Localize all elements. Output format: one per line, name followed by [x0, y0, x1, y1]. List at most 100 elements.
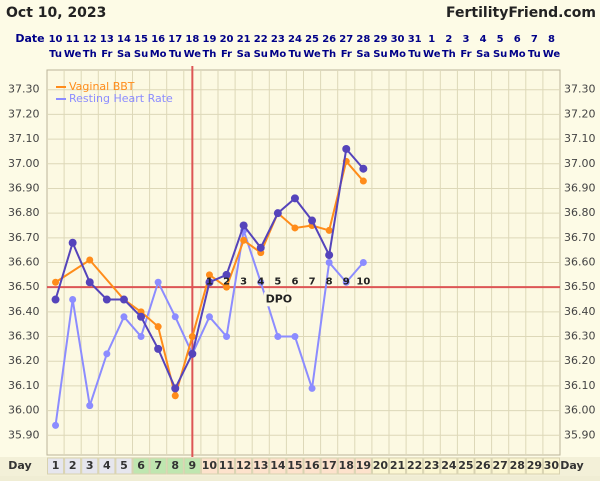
day-cell [491, 457, 509, 475]
day-number: 10 [202, 459, 218, 472]
y-tick-label-right: 36.20 [564, 354, 596, 367]
dpo-label-bg [263, 292, 294, 307]
dpo-number: 8 [326, 276, 333, 287]
day-number: 15 [287, 459, 302, 472]
day-number: 26 [475, 459, 491, 472]
day-number: 17 [321, 459, 336, 472]
date-label: 2 [445, 34, 452, 45]
day-number: 21 [390, 459, 405, 472]
day-number: 1 [52, 459, 60, 472]
data-point [69, 296, 77, 304]
day-cell [252, 457, 270, 475]
day-cell [354, 457, 372, 475]
date-label: 23 [271, 34, 285, 45]
weekday-label: Mo [150, 49, 167, 60]
weekday-label: Fr [460, 49, 471, 60]
data-point [223, 283, 231, 291]
day-cell [98, 457, 116, 475]
date-label: 17 [168, 34, 182, 45]
date-label: 12 [83, 34, 97, 45]
day-cell [47, 457, 65, 475]
data-point [308, 384, 316, 392]
y-tick-label-right: 37.30 [564, 83, 596, 96]
data-point [86, 256, 94, 264]
legend-label: Vaginal BBT [69, 80, 135, 93]
data-point [359, 177, 367, 185]
weekday-label: We [184, 49, 202, 60]
y-tick-label-right: 36.60 [564, 256, 596, 269]
data-point [342, 278, 350, 286]
day-cell [542, 457, 561, 475]
date-label: 18 [185, 34, 199, 45]
data-point [120, 313, 128, 321]
date-label: 8 [548, 34, 555, 45]
day-cell [337, 457, 355, 475]
day-number: 4 [103, 459, 111, 472]
day-cell [423, 457, 441, 475]
data-point [256, 243, 265, 252]
y-tick-label: 36.20 [8, 354, 40, 367]
y-tick-label: 36.80 [8, 206, 40, 219]
dpo-number: 1 [206, 276, 213, 287]
data-point [171, 384, 180, 393]
day-cell [235, 457, 253, 475]
data-point [85, 278, 94, 287]
data-point [290, 194, 299, 203]
site-name: FertilityFriend.com [446, 5, 596, 21]
weekday-label: Sa [117, 49, 131, 60]
day-cell [218, 457, 236, 475]
day-number: 24 [441, 459, 457, 472]
weekday-label: Th [442, 49, 456, 60]
weekday-label: We [543, 49, 561, 60]
weekday-label: Mo [269, 49, 286, 60]
y-tick-label: 36.50 [8, 280, 40, 293]
y-tick-label: 36.00 [8, 404, 40, 417]
day-number: 6 [137, 459, 145, 472]
day-number: 16 [304, 459, 320, 472]
weekday-label: Th [202, 49, 216, 60]
day-cell [303, 457, 321, 475]
dpo-number: 3 [240, 276, 247, 287]
dpo-number: 10 [356, 276, 370, 287]
day-number: 20 [373, 459, 389, 472]
y-tick-label-right: 37.20 [564, 107, 596, 120]
data-point [102, 295, 111, 304]
data-point [52, 421, 60, 429]
day-cell [200, 457, 218, 475]
day-number: 2 [69, 459, 77, 472]
y-tick-label: 35.90 [8, 428, 40, 441]
day-number: 23 [424, 459, 439, 472]
data-point [171, 392, 179, 400]
date-label: 1 [428, 34, 435, 45]
day-number: 9 [189, 459, 197, 472]
y-tick-label-right: 36.00 [564, 404, 596, 417]
day-number: 8 [171, 459, 179, 472]
date-label: Date [15, 32, 44, 45]
y-tick-label: 36.60 [8, 256, 40, 269]
date-label: 7 [531, 34, 538, 45]
date-label: 30 [391, 34, 405, 45]
y-tick-label: 36.30 [8, 330, 40, 343]
day-cell [64, 457, 82, 475]
dpo-number: 7 [309, 276, 316, 287]
date-label: 22 [254, 34, 268, 45]
date-label: 4 [480, 34, 487, 45]
date-label: 24 [288, 34, 302, 45]
day-label-right: Day [560, 459, 583, 472]
y-tick-label: 36.40 [8, 305, 40, 318]
day-number: 5 [120, 459, 128, 472]
data-point [325, 226, 333, 234]
data-point [205, 278, 214, 287]
date-label: 6 [514, 34, 521, 45]
day-cell [320, 457, 338, 475]
weekday-label: Fr [221, 49, 232, 60]
weekday-label: Mo [389, 49, 406, 60]
y-tick-label-right: 36.70 [564, 231, 596, 244]
day-cell [525, 457, 543, 475]
date-label: 5 [497, 34, 504, 45]
day-number: 19 [356, 459, 371, 472]
day-cell [149, 457, 167, 475]
weekday-label: Fr [101, 49, 112, 60]
y-tick-label-right: 36.30 [564, 330, 596, 343]
data-point [325, 251, 334, 260]
